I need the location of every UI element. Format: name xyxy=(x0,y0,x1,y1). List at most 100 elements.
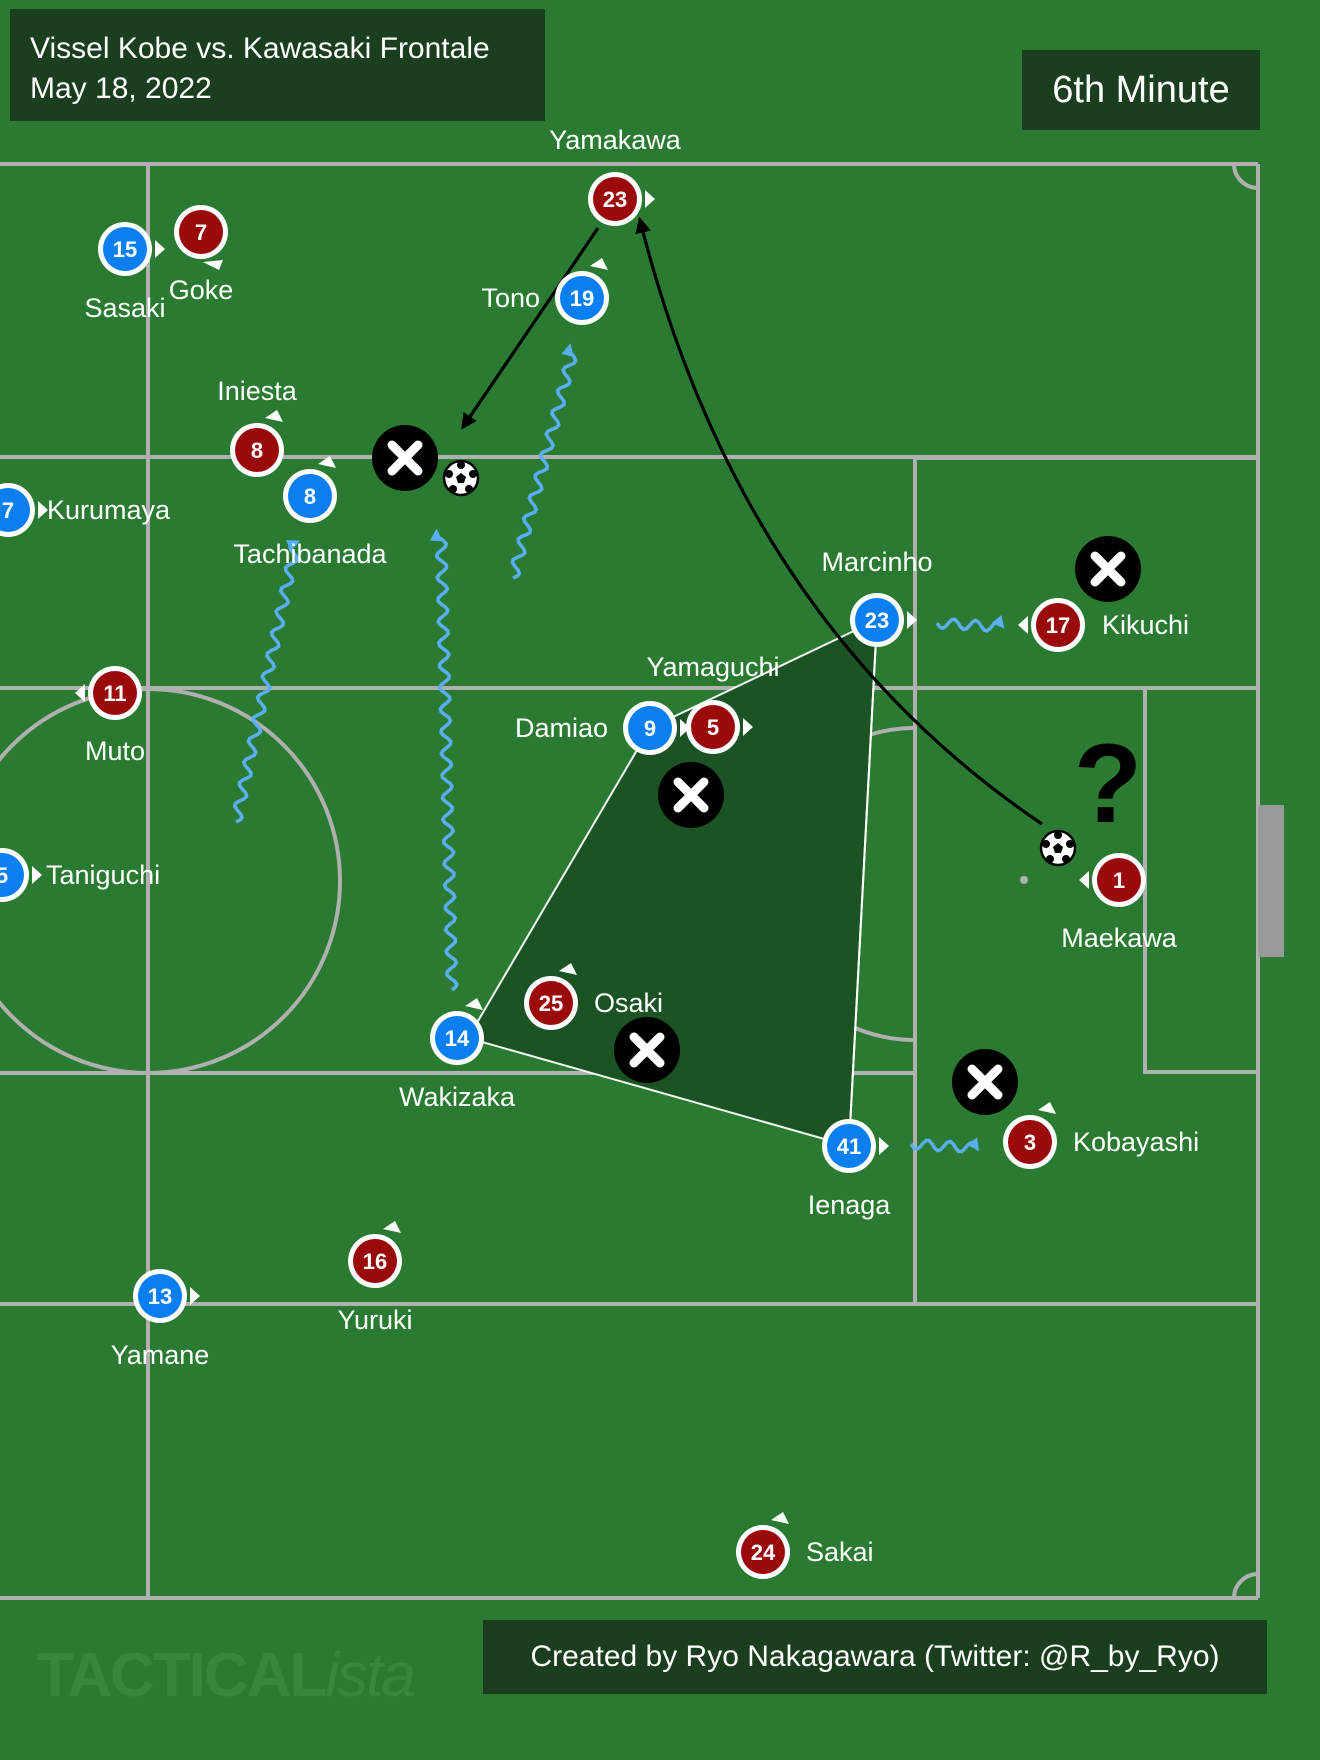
minute-label: 6th Minute xyxy=(1022,50,1260,130)
question-mark: ? xyxy=(1074,721,1142,846)
player-name: Kurumaya xyxy=(47,495,171,525)
player-number: 23 xyxy=(865,608,889,633)
player-red-5: 5 Yamaguchi xyxy=(646,652,780,754)
player-token xyxy=(179,210,223,254)
facing-direction-indicator xyxy=(743,718,753,736)
run-arrow-wakizaka xyxy=(429,528,459,992)
player-token xyxy=(560,276,604,320)
player-number: 5 xyxy=(0,863,8,888)
football-icon xyxy=(442,459,480,497)
player-number: 13 xyxy=(148,1284,172,1309)
player-number: 5 xyxy=(707,715,719,740)
pass-arrow-goalkeeper-to-yamakawa xyxy=(635,216,1043,826)
goal xyxy=(1258,805,1284,957)
player-number: 1 xyxy=(1113,868,1125,893)
run-arrow-left-half xyxy=(232,540,300,824)
x-marker-icon xyxy=(1075,536,1141,602)
player-name: Sakai xyxy=(806,1537,874,1567)
player-name: Sasaki xyxy=(84,293,165,323)
player-blue-15: 15 Sasaki xyxy=(84,222,166,323)
corner-arc-top xyxy=(1232,163,1259,190)
player-red-17: 17 Kikuchi xyxy=(1018,598,1189,652)
player-token xyxy=(855,598,899,642)
player-number: 17 xyxy=(1046,613,1070,638)
player-token xyxy=(691,705,735,749)
player-number: 23 xyxy=(603,187,627,212)
credit-label: Created by Ryo Nakagawara (Twitter: @R_b… xyxy=(483,1620,1267,1694)
facing-direction-indicator xyxy=(203,260,223,270)
pass-arrow-yamakawa-to-midfield xyxy=(461,227,600,430)
player-name: Yamaguchi xyxy=(646,652,779,682)
facing-direction-indicator xyxy=(645,190,655,208)
player-number: 7 xyxy=(2,498,14,523)
run-arrow-ienaga xyxy=(909,1137,980,1154)
run-arrow-tono xyxy=(510,343,578,580)
run-arrows xyxy=(232,343,1005,1154)
facing-direction-indicator xyxy=(680,719,690,737)
watermark-suffix: ista xyxy=(325,1641,415,1710)
player-token xyxy=(138,1274,182,1318)
player-token xyxy=(353,1239,397,1283)
player-number: 16 xyxy=(363,1249,387,1274)
player-token xyxy=(0,853,24,897)
player-number: 14 xyxy=(445,1026,470,1051)
player-token xyxy=(1036,603,1080,647)
player-token xyxy=(103,227,147,271)
player-token xyxy=(235,428,279,472)
player-blue-41: 41 Ienaga xyxy=(808,1119,891,1220)
player-number: 19 xyxy=(570,286,594,311)
player-token xyxy=(435,1016,479,1060)
player-red-3: 3 Kobayashi xyxy=(1003,1102,1199,1169)
player-name: Kobayashi xyxy=(1073,1127,1199,1157)
player-name: Goke xyxy=(169,275,234,305)
player-token xyxy=(1097,858,1141,902)
markers xyxy=(372,425,1141,1115)
player-token xyxy=(593,177,637,221)
player-token xyxy=(93,671,137,715)
player-number: 9 xyxy=(644,716,656,741)
player-token xyxy=(288,474,332,518)
facing-direction-indicator xyxy=(38,501,48,519)
facing-direction-indicator xyxy=(879,1137,889,1155)
player-token xyxy=(628,706,672,750)
player-name: Kikuchi xyxy=(1102,610,1189,640)
player-blue-19: 19 Tono xyxy=(481,258,609,325)
player-name: Taniguchi xyxy=(46,860,160,890)
player-red-1: 1 Maekawa xyxy=(1061,853,1178,953)
player-number: 24 xyxy=(751,1540,776,1565)
x-marker-icon xyxy=(372,425,438,491)
player-token xyxy=(827,1124,871,1168)
player-number: 41 xyxy=(837,1134,861,1159)
player-token xyxy=(741,1530,785,1574)
player-blue-14: 14 Wakizaka xyxy=(399,998,516,1112)
x-marker-icon xyxy=(658,762,724,828)
watermark-logo: TACTICALista xyxy=(36,1640,416,1711)
player-red-8: 8 Iniesta xyxy=(217,376,298,477)
facing-direction-indicator xyxy=(32,866,42,884)
player-red-16: 16 Yuruki xyxy=(337,1221,413,1335)
pass-arrows xyxy=(461,216,1043,826)
player-number: 8 xyxy=(251,438,263,463)
facing-direction-indicator xyxy=(75,684,85,702)
match-title-box: Vissel Kobe vs. Kawasaki Frontale May 18… xyxy=(10,9,545,121)
match-date: May 18, 2022 xyxy=(30,72,212,105)
x-marker-icon xyxy=(614,1017,680,1083)
facing-direction-indicator xyxy=(590,258,608,270)
match-title: Vissel Kobe vs. Kawasaki Frontale xyxy=(30,32,490,65)
player-blue-23: 23 Marcinho xyxy=(821,547,933,647)
facing-direction-indicator xyxy=(190,1287,200,1305)
player-number: 11 xyxy=(103,681,126,706)
facing-direction-indicator xyxy=(1079,871,1089,889)
player-token xyxy=(529,981,573,1025)
player-token xyxy=(0,488,30,532)
player-name: Muto xyxy=(85,736,145,766)
player-name: Tono xyxy=(481,283,540,313)
zone-edge-marcinho-ienaga xyxy=(848,619,878,1147)
facing-direction-indicator xyxy=(265,410,283,422)
facing-direction-indicator xyxy=(465,998,483,1010)
player-name: Wakizaka xyxy=(399,1082,516,1112)
player-blue-7: 7 Kurumaya xyxy=(0,483,171,537)
player-red-11: 11 Muto xyxy=(75,666,145,766)
